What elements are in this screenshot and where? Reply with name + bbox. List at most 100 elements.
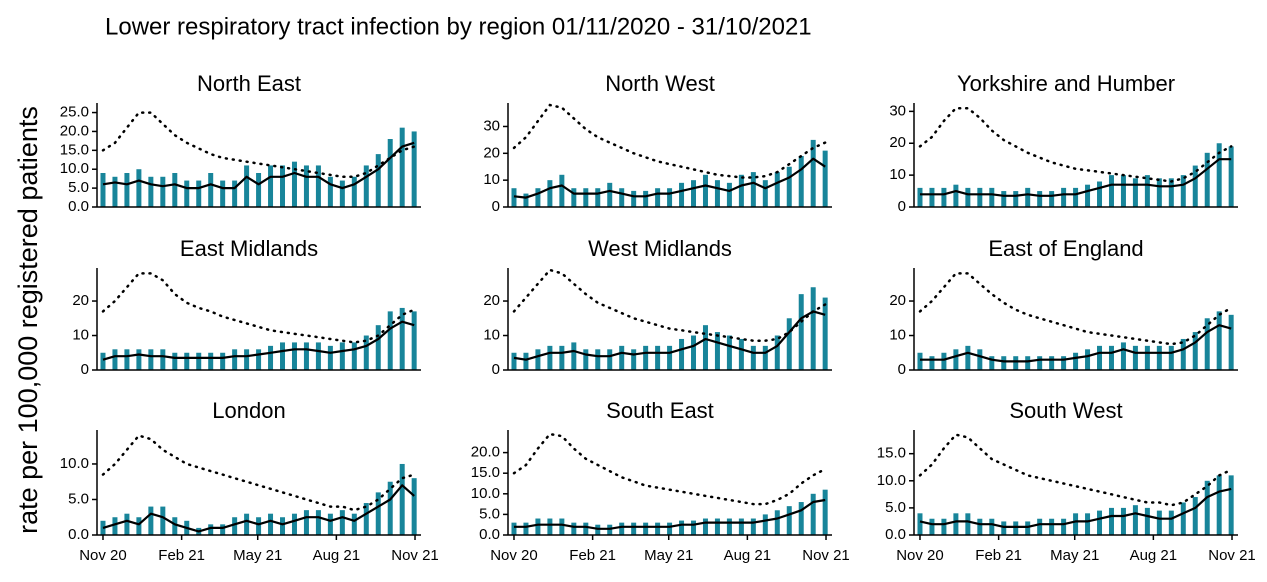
bar bbox=[762, 180, 768, 207]
bar bbox=[136, 169, 142, 207]
bar bbox=[929, 356, 935, 370]
bar bbox=[1108, 175, 1114, 207]
bar bbox=[208, 173, 214, 207]
bar bbox=[989, 518, 995, 535]
bar bbox=[303, 342, 309, 370]
bar bbox=[387, 481, 393, 535]
bar bbox=[1144, 507, 1150, 535]
bar bbox=[315, 342, 321, 370]
dotted-line bbox=[101, 434, 416, 512]
bar bbox=[679, 182, 685, 207]
bar bbox=[965, 187, 971, 207]
bar bbox=[559, 345, 565, 370]
bar bbox=[786, 318, 792, 370]
bar bbox=[953, 349, 959, 370]
x-tick-label: Aug 21 bbox=[1130, 547, 1178, 564]
bar bbox=[399, 127, 405, 207]
y-tick-label: 0 bbox=[492, 361, 500, 378]
bar bbox=[1049, 191, 1055, 207]
bar bbox=[100, 173, 106, 207]
bar bbox=[1204, 318, 1210, 370]
bar bbox=[810, 287, 816, 370]
y-tick-label: 0.0 bbox=[479, 526, 500, 543]
bar bbox=[714, 332, 720, 370]
bar bbox=[1228, 314, 1234, 370]
bar bbox=[1049, 518, 1055, 535]
bar bbox=[571, 522, 577, 535]
y-tick-label: 10.0 bbox=[471, 485, 500, 502]
bar bbox=[607, 349, 613, 370]
bar bbox=[822, 489, 828, 535]
dotted-line bbox=[512, 103, 827, 179]
bar bbox=[679, 520, 685, 535]
bar bbox=[1097, 510, 1103, 535]
average-line bbox=[102, 484, 415, 533]
y-tick-label: 15.0 bbox=[471, 464, 500, 481]
bar bbox=[232, 180, 238, 207]
bar bbox=[1216, 143, 1222, 207]
bar bbox=[989, 187, 995, 207]
bar bbox=[1037, 356, 1043, 370]
average-line bbox=[102, 141, 415, 190]
bar bbox=[762, 514, 768, 535]
bar bbox=[977, 187, 983, 207]
y-tick-label: 5.0 bbox=[479, 505, 500, 522]
bar bbox=[691, 335, 697, 370]
panel-title: Yorkshire and Humber bbox=[957, 71, 1175, 96]
y-tick-label: 10.0 bbox=[60, 455, 89, 472]
bar bbox=[1228, 475, 1234, 535]
y-axis-label: rate per 100,000 registered patients bbox=[13, 106, 43, 534]
bar bbox=[571, 342, 577, 370]
bar bbox=[232, 349, 238, 370]
bar bbox=[941, 518, 947, 535]
bar bbox=[1001, 356, 1007, 370]
bar bbox=[738, 174, 744, 207]
bar bbox=[256, 349, 262, 370]
y-tick-label: 30 bbox=[483, 117, 500, 134]
bar bbox=[1132, 505, 1138, 535]
y-tick-label: 5.0 bbox=[68, 179, 89, 196]
bar bbox=[184, 352, 190, 370]
bar bbox=[643, 522, 649, 535]
bar bbox=[917, 187, 923, 207]
x-tick-label: Feb 21 bbox=[158, 547, 205, 564]
bar bbox=[523, 193, 529, 207]
bar bbox=[691, 520, 697, 535]
bar bbox=[160, 176, 166, 207]
panel-title: East Midlands bbox=[180, 236, 318, 261]
x-tick-label: Nov 21 bbox=[802, 547, 850, 564]
bar bbox=[643, 345, 649, 370]
bar bbox=[1216, 311, 1222, 370]
bar bbox=[750, 345, 756, 370]
average-line bbox=[513, 157, 826, 199]
bar bbox=[667, 188, 673, 207]
y-tick-label: 10 bbox=[483, 326, 500, 343]
bar bbox=[339, 342, 345, 370]
bar bbox=[1097, 181, 1103, 207]
bar bbox=[339, 510, 345, 535]
bar bbox=[571, 188, 577, 207]
bar bbox=[1180, 175, 1186, 207]
x-tick-label: Feb 21 bbox=[975, 547, 1022, 564]
bar bbox=[1192, 332, 1198, 370]
bar bbox=[738, 338, 744, 370]
average-line bbox=[920, 158, 1232, 197]
bar bbox=[535, 188, 541, 207]
bar bbox=[977, 349, 983, 370]
panel-title: London bbox=[212, 398, 285, 423]
bar bbox=[268, 345, 274, 370]
bar bbox=[1073, 352, 1079, 370]
bar bbox=[208, 524, 214, 535]
bar bbox=[774, 510, 780, 535]
panel-title: North West bbox=[605, 71, 715, 96]
bar bbox=[917, 513, 923, 535]
bar bbox=[136, 517, 142, 535]
bar bbox=[184, 180, 190, 207]
bar bbox=[100, 520, 106, 535]
bar bbox=[547, 345, 553, 370]
bar bbox=[726, 518, 732, 535]
y-tick-label: 0.0 bbox=[885, 526, 906, 543]
bar bbox=[798, 294, 804, 370]
bar bbox=[1025, 521, 1031, 535]
